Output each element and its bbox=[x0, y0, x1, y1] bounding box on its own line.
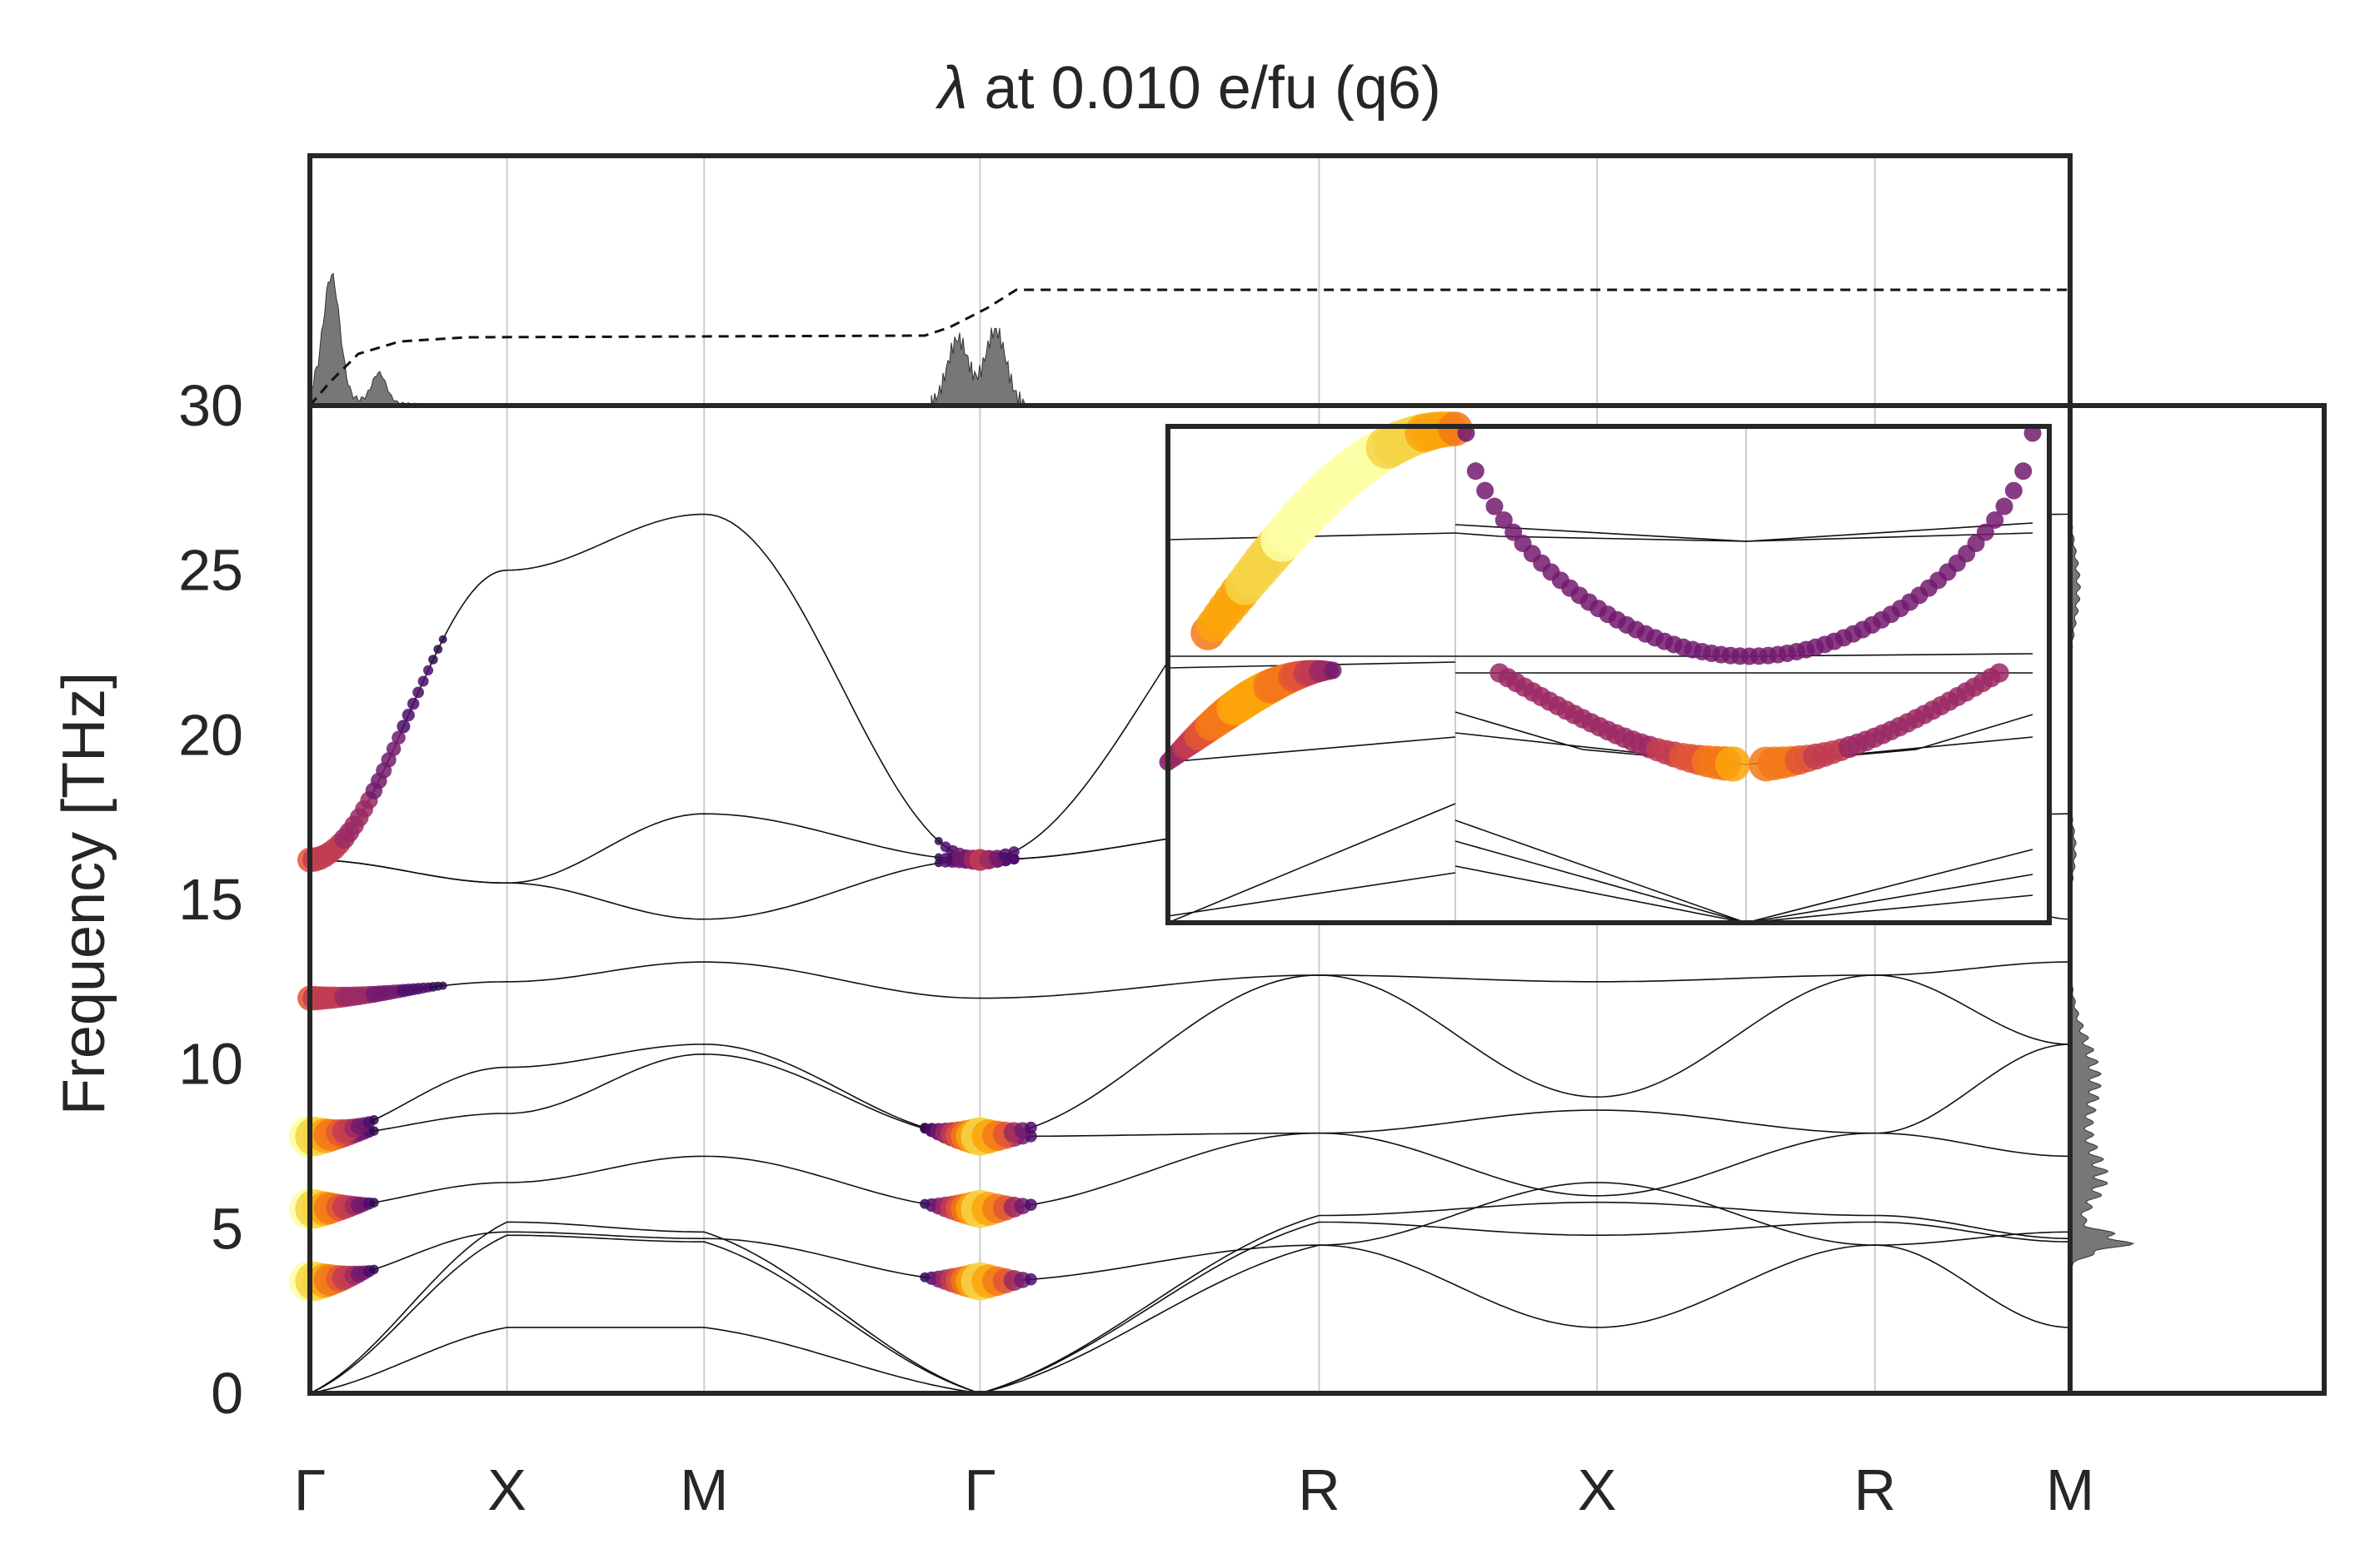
coupling-marker bbox=[438, 635, 447, 644]
zoom-band-line bbox=[1167, 736, 1456, 763]
y-tick-label: 30 bbox=[178, 373, 243, 438]
x-tick-label: Γ bbox=[294, 1457, 327, 1522]
lambda-inset bbox=[308, 272, 2070, 406]
axes-frames bbox=[307, 153, 2327, 1396]
zoom-marker bbox=[1466, 462, 1484, 481]
coupling-marker bbox=[438, 981, 447, 990]
zoom-inset bbox=[1159, 411, 2049, 924]
y-axis-label: Frequency [THz] bbox=[51, 672, 117, 1115]
title-rest: at 0.010 e/fu (q6) bbox=[968, 55, 1441, 122]
zoom-band-line bbox=[1168, 653, 2033, 657]
coupling-marker bbox=[392, 730, 406, 745]
zoom-band-line bbox=[1167, 872, 1456, 917]
dos-fill bbox=[2069, 406, 2135, 1393]
zoom-marker bbox=[2014, 462, 2033, 481]
coupling-marker bbox=[369, 1198, 379, 1208]
coupling-markers bbox=[289, 635, 1037, 1302]
zoom-marker bbox=[1324, 661, 1342, 680]
coupling-marker bbox=[381, 752, 397, 768]
y-tick-label: 5 bbox=[211, 1196, 243, 1261]
zoom-marker bbox=[1485, 497, 1504, 516]
x-tick-label: R bbox=[1854, 1457, 1896, 1522]
band-lines bbox=[309, 513, 2071, 1394]
coupling-marker bbox=[433, 645, 443, 654]
x-tick-label: M bbox=[680, 1457, 728, 1522]
band-acoustic-3 bbox=[309, 1201, 2070, 1394]
x-tick-label: Γ bbox=[964, 1457, 996, 1522]
alpha2f-peak bbox=[931, 327, 1027, 406]
coupling-marker bbox=[402, 709, 415, 722]
zoom-marker bbox=[1494, 511, 1513, 529]
zoom-marker bbox=[1995, 497, 2013, 516]
y-tick-labels: 0 5 10 15 20 25 30 bbox=[178, 373, 243, 1426]
coupling-marker bbox=[407, 697, 420, 710]
coupling-marker bbox=[1025, 1273, 1037, 1286]
band-optical-1 bbox=[309, 1182, 2070, 1283]
zoom-inset-frame bbox=[1165, 424, 2052, 925]
zoom-marker bbox=[1986, 511, 2004, 529]
zoom-band-line bbox=[1167, 803, 1456, 924]
zoom-marker bbox=[2004, 481, 2023, 500]
coupling-marker bbox=[934, 836, 943, 845]
dos-inset-frame bbox=[2068, 403, 2327, 1396]
coupling-marker bbox=[1025, 1198, 1037, 1211]
alpha2f-peak bbox=[309, 272, 456, 406]
coupling-marker bbox=[1008, 846, 1020, 858]
coupling-marker bbox=[412, 686, 424, 699]
y-tick-label: 20 bbox=[178, 702, 243, 767]
title-lambda-symbol: λ bbox=[935, 55, 967, 122]
band-acoustic-1 bbox=[309, 1244, 2071, 1394]
y-tick-label: 15 bbox=[178, 867, 243, 932]
coupling-marker bbox=[369, 1264, 379, 1275]
coupling-marker bbox=[422, 665, 434, 676]
zoom-marker bbox=[1714, 746, 1751, 782]
x-tick-label: X bbox=[1578, 1457, 1617, 1522]
top-inset-frame bbox=[307, 153, 2073, 408]
chart-title: λ at 0.010 e/fu (q6) bbox=[935, 55, 1441, 122]
band-optical-5 bbox=[310, 961, 2070, 999]
coupling-marker bbox=[397, 720, 411, 734]
x-tick-label: X bbox=[487, 1457, 526, 1522]
band-optical-3 bbox=[310, 1043, 2071, 1138]
x-tick-label: M bbox=[2046, 1457, 2094, 1522]
y-tick-label: 25 bbox=[178, 538, 243, 603]
zoom-marker bbox=[1989, 663, 2009, 683]
band-optical-2 bbox=[310, 1132, 2071, 1210]
band-optical-4 bbox=[309, 974, 2071, 1138]
zoom-marker bbox=[1976, 523, 1994, 541]
x-tick-label: R bbox=[1298, 1457, 1340, 1522]
coupling-marker bbox=[417, 675, 429, 687]
zoom-marker bbox=[1476, 481, 1494, 500]
y-tick-label: 0 bbox=[211, 1361, 243, 1426]
y-tick-label: 10 bbox=[178, 1032, 243, 1097]
dos-inset bbox=[2069, 406, 2135, 1393]
zoom-band-line bbox=[1454, 522, 2033, 542]
coupling-marker bbox=[428, 655, 438, 665]
coupling-marker bbox=[386, 741, 402, 756]
cumulative-lambda bbox=[308, 288, 2070, 406]
band-acoustic-2 bbox=[309, 1221, 2070, 1394]
coupling-marker bbox=[369, 1115, 379, 1125]
zoom-band-line bbox=[1167, 532, 2033, 542]
coupling-marker bbox=[1025, 1121, 1037, 1134]
coupling-marker bbox=[369, 1126, 379, 1136]
